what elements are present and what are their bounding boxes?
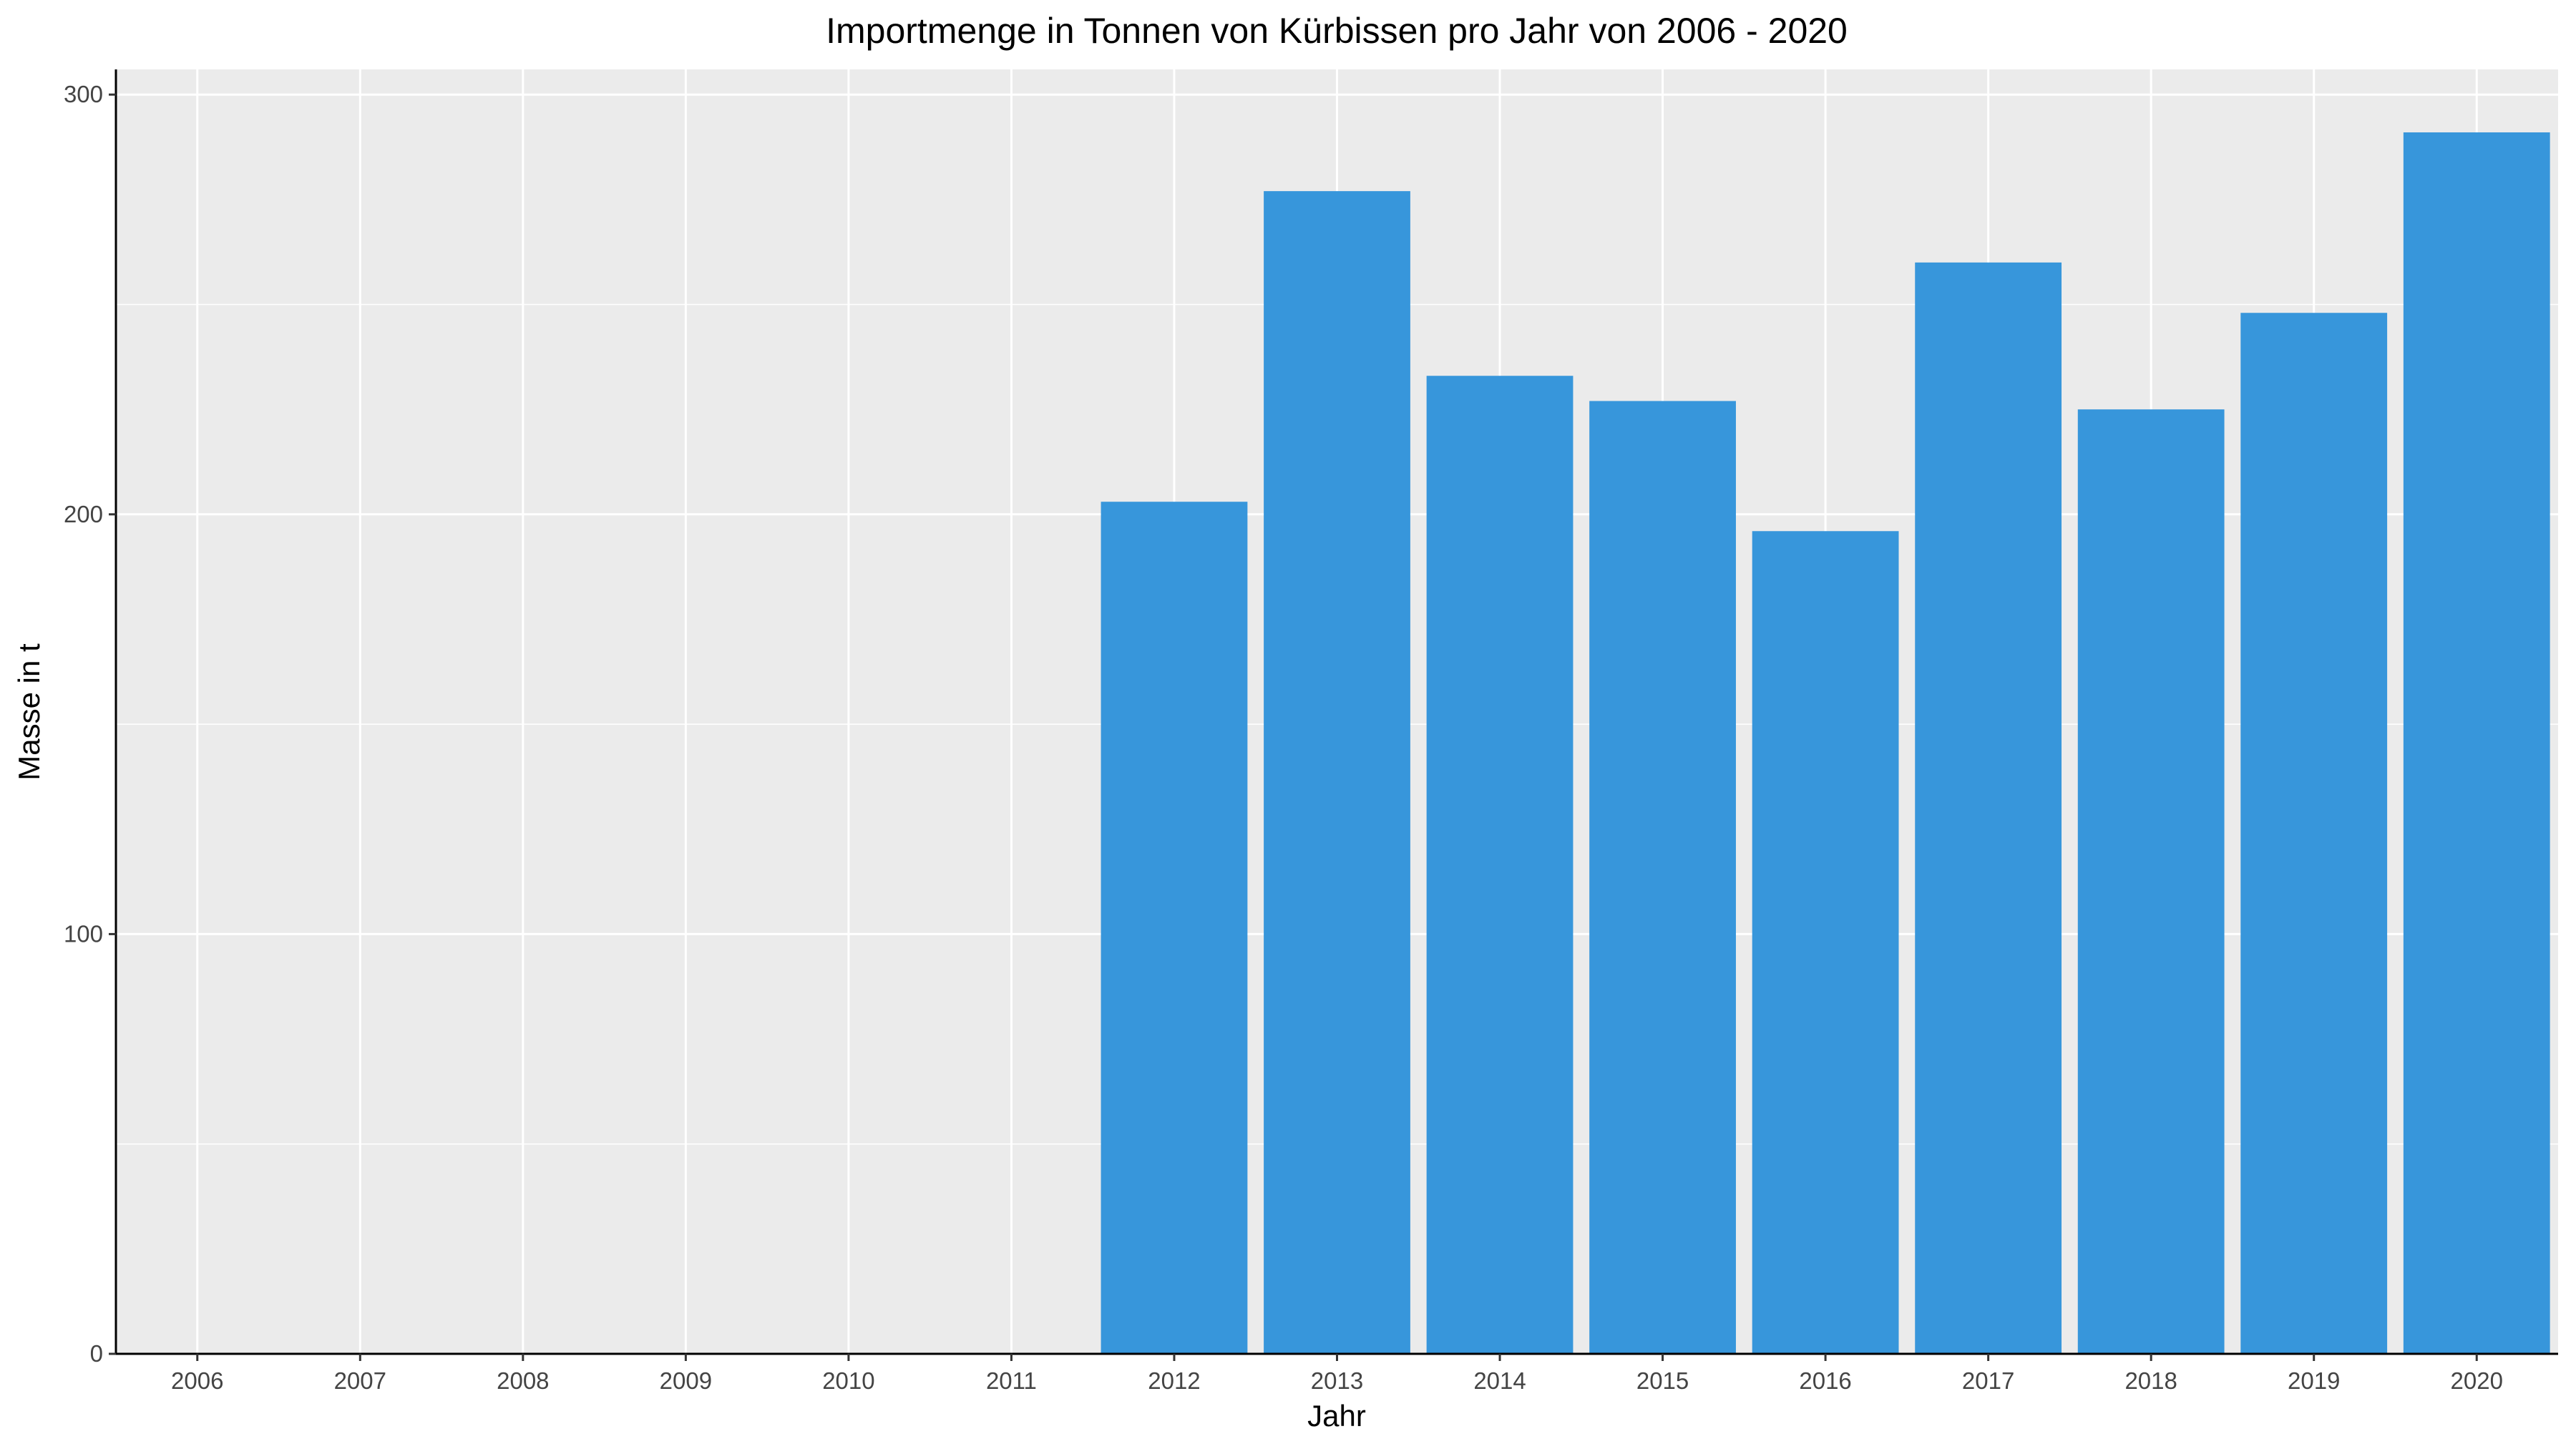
bar-2014 <box>1426 376 1574 1354</box>
x-tick-label: 2015 <box>1636 1367 1689 1394</box>
x-tick-label: 2012 <box>1148 1367 1200 1394</box>
y-axis-title: Masse in t <box>12 643 46 781</box>
x-tick-label: 2010 <box>822 1367 874 1394</box>
x-tick-label: 2006 <box>171 1367 223 1394</box>
bar-2012 <box>1101 502 1248 1354</box>
x-tick-label: 2016 <box>1799 1367 1851 1394</box>
x-tick-label: 2018 <box>2124 1367 2177 1394</box>
x-tick-label: 2013 <box>1311 1367 1363 1394</box>
chart-title: Importmenge in Tonnen von Kürbissen pro … <box>826 11 1848 51</box>
y-tick-label: 200 <box>64 501 103 527</box>
axis-ticks: 0 100 200 300 2006 2007 2008 2009 2010 2011 2012 20… <box>64 81 2503 1394</box>
x-tick-label: 2008 <box>497 1367 549 1394</box>
y-tick-label: 100 <box>64 920 103 947</box>
bar-2018 <box>2077 409 2225 1355</box>
bar-2019 <box>2240 313 2388 1354</box>
y-tick-label: 0 <box>90 1340 103 1367</box>
bars <box>1101 132 2550 1355</box>
x-tick-label: 2019 <box>2288 1367 2340 1394</box>
bar-2015 <box>1589 401 1736 1354</box>
x-axis-title: Jahr <box>1307 1399 1366 1433</box>
bar-2020 <box>2403 132 2550 1354</box>
bar-2016 <box>1752 531 1899 1354</box>
bar-2013 <box>1264 191 1410 1354</box>
x-tick-label: 2020 <box>2451 1367 2503 1394</box>
bar-2017 <box>1915 262 2062 1354</box>
y-tick-label: 300 <box>64 81 103 107</box>
x-tick-label: 2007 <box>334 1367 386 1394</box>
x-tick-label: 2014 <box>1473 1367 1526 1394</box>
x-tick-label: 2011 <box>986 1367 1037 1394</box>
x-tick-label: 2009 <box>660 1367 712 1394</box>
x-tick-label: 2017 <box>1962 1367 2014 1394</box>
